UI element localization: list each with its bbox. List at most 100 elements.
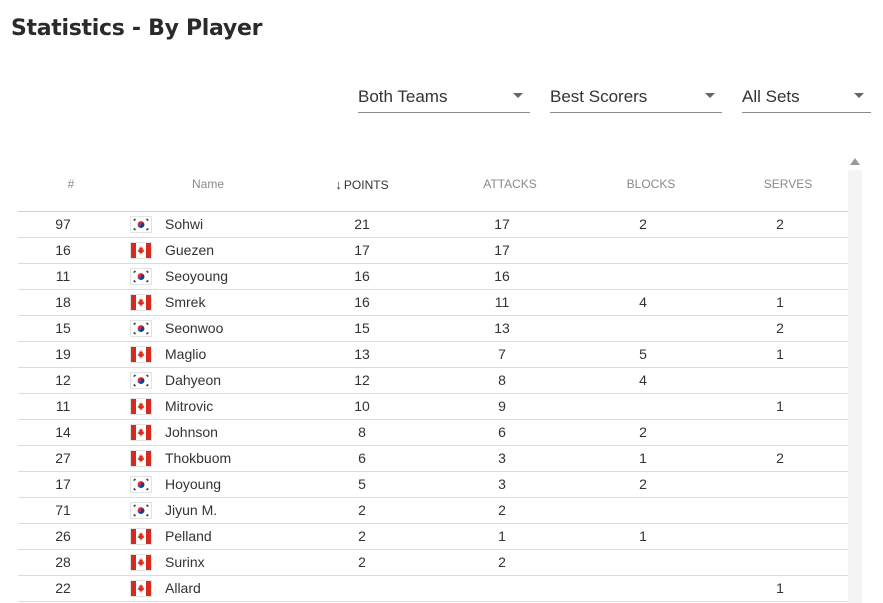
player-number: 18 bbox=[55, 294, 71, 310]
player-stats-table: # Name ↓ POINTS ATTACKS BLOCKS SERVES 97 S… bbox=[18, 160, 848, 602]
column-header-attacks[interactable]: ATTACKS bbox=[483, 177, 537, 191]
attacks-value: 8 bbox=[498, 372, 506, 388]
table-row[interactable]: 19 Maglio 13 7 5 1 bbox=[18, 342, 848, 368]
player-name: Hoyoung bbox=[165, 476, 222, 492]
arrow-down-icon: ↓ bbox=[335, 177, 342, 192]
table-row[interactable]: 97 Sohwi 21 17 2 2 bbox=[18, 212, 848, 238]
column-header-blocks[interactable]: BLOCKS bbox=[626, 177, 676, 191]
table-row[interactable]: 28 Surinx 2 2 bbox=[18, 550, 848, 576]
blocks-value: 2 bbox=[639, 216, 647, 232]
points-value: 8 bbox=[358, 424, 366, 440]
points-value: 16 bbox=[354, 294, 370, 310]
column-header-serves[interactable]: SERVES bbox=[763, 177, 813, 191]
player-name: Maglio bbox=[165, 346, 207, 362]
canada-flag-icon bbox=[131, 555, 151, 570]
canada-flag-icon bbox=[131, 425, 151, 440]
metric-select[interactable]: Best Scorers bbox=[550, 84, 722, 113]
column-header-name[interactable]: Name bbox=[191, 177, 224, 191]
canada-flag-icon bbox=[131, 399, 151, 414]
chevron-down-icon bbox=[513, 93, 523, 98]
korea-flag-icon bbox=[131, 373, 151, 388]
points-value: 2 bbox=[358, 502, 366, 518]
attacks-value: 9 bbox=[498, 398, 506, 414]
chevron-down-icon bbox=[854, 93, 864, 98]
blocks-value: 5 bbox=[639, 346, 647, 362]
korea-flag-icon bbox=[131, 217, 151, 232]
points-value: 21 bbox=[354, 216, 370, 232]
player-number: 15 bbox=[55, 320, 71, 336]
table-row[interactable]: 22 Allard 1 bbox=[18, 576, 848, 602]
player-name: Surinx bbox=[165, 554, 205, 570]
serves-value: 1 bbox=[776, 294, 784, 310]
player-number: 26 bbox=[55, 528, 71, 544]
table-row[interactable]: 11 Seoyoung 16 16 bbox=[18, 264, 848, 290]
serves-value: 1 bbox=[776, 580, 784, 596]
player-name: Pelland bbox=[165, 528, 212, 544]
serves-value: 2 bbox=[776, 450, 784, 466]
attacks-value: 3 bbox=[498, 476, 506, 492]
attacks-value: 17 bbox=[494, 242, 510, 258]
player-number: 11 bbox=[55, 398, 71, 414]
player-name: Dahyeon bbox=[165, 372, 222, 388]
column-header-points-label: POINTS bbox=[343, 178, 389, 192]
player-name: Johnson bbox=[165, 424, 218, 440]
points-value: 16 bbox=[354, 268, 370, 284]
player-number: 11 bbox=[55, 268, 71, 284]
player-number: 12 bbox=[55, 372, 71, 388]
table-header: # Name ↓ POINTS ATTACKS BLOCKS SERVES bbox=[18, 160, 848, 212]
table-row[interactable]: 16 Guezen 17 17 bbox=[18, 238, 848, 264]
table-row[interactable]: 26 Pelland 2 1 1 bbox=[18, 524, 848, 550]
table-row[interactable]: 12 Dahyeon 12 8 4 bbox=[18, 368, 848, 394]
team-select-value: Both Teams bbox=[358, 87, 448, 106]
player-number: 71 bbox=[55, 502, 71, 518]
team-select[interactable]: Both Teams bbox=[358, 84, 530, 113]
player-name: Sohwi bbox=[165, 216, 204, 232]
player-name: Smrek bbox=[165, 294, 206, 310]
player-number: 14 bbox=[55, 424, 71, 440]
sets-select-value: All Sets bbox=[742, 87, 800, 106]
points-value: 13 bbox=[354, 346, 370, 362]
table-body: 97 Sohwi 21 17 2 2 16 Guezen 17 17 11 Seoyoung 16 16 1… bbox=[18, 212, 848, 602]
table-row[interactable]: 15 Seonwoo 15 13 2 bbox=[18, 316, 848, 342]
player-name: Thokbuom bbox=[165, 450, 232, 466]
attacks-value: 2 bbox=[498, 554, 506, 570]
attacks-value: 11 bbox=[494, 294, 510, 310]
player-name: Seonwoo bbox=[165, 320, 224, 336]
points-value: 5 bbox=[358, 476, 366, 492]
points-value: 15 bbox=[354, 320, 370, 336]
page-title: Statistics - By Player bbox=[11, 16, 263, 41]
player-number: 97 bbox=[55, 216, 71, 232]
attacks-value: 17 bbox=[494, 216, 510, 232]
canada-flag-icon bbox=[131, 581, 151, 596]
scrollbar-track[interactable] bbox=[848, 170, 862, 603]
serves-value: 2 bbox=[776, 216, 784, 232]
points-value: 10 bbox=[354, 398, 370, 414]
player-name: Allard bbox=[165, 580, 201, 596]
player-number: 17 bbox=[55, 476, 71, 492]
table-row[interactable]: 11 Mitrovic 10 9 1 bbox=[18, 394, 848, 420]
column-header-points[interactable]: ↓ POINTS bbox=[320, 177, 404, 192]
table-row[interactable]: 27 Thokbuom 6 3 1 2 bbox=[18, 446, 848, 472]
blocks-value: 2 bbox=[639, 476, 647, 492]
player-number: 27 bbox=[55, 450, 71, 466]
korea-flag-icon bbox=[131, 321, 151, 336]
player-number: 28 bbox=[55, 554, 71, 570]
player-name: Mitrovic bbox=[165, 398, 214, 414]
scroll-up-icon[interactable] bbox=[850, 158, 860, 165]
sets-select[interactable]: All Sets bbox=[742, 84, 871, 113]
player-number: 19 bbox=[55, 346, 71, 362]
blocks-value: 1 bbox=[639, 450, 647, 466]
attacks-value: 3 bbox=[498, 450, 506, 466]
points-value: 12 bbox=[354, 372, 370, 388]
canada-flag-icon bbox=[131, 295, 151, 310]
attacks-value: 16 bbox=[494, 268, 510, 284]
table-row[interactable]: 71 Jiyun M. 2 2 bbox=[18, 498, 848, 524]
points-value: 6 bbox=[358, 450, 366, 466]
table-row[interactable]: 18 Smrek 16 11 4 1 bbox=[18, 290, 848, 316]
table-row[interactable]: 14 Johnson 8 6 2 bbox=[18, 420, 848, 446]
points-value: 2 bbox=[358, 554, 366, 570]
points-value: 2 bbox=[358, 528, 366, 544]
table-row[interactable]: 17 Hoyoung 5 3 2 bbox=[18, 472, 848, 498]
player-name: Jiyun M. bbox=[165, 502, 218, 518]
player-number: 22 bbox=[55, 580, 71, 596]
